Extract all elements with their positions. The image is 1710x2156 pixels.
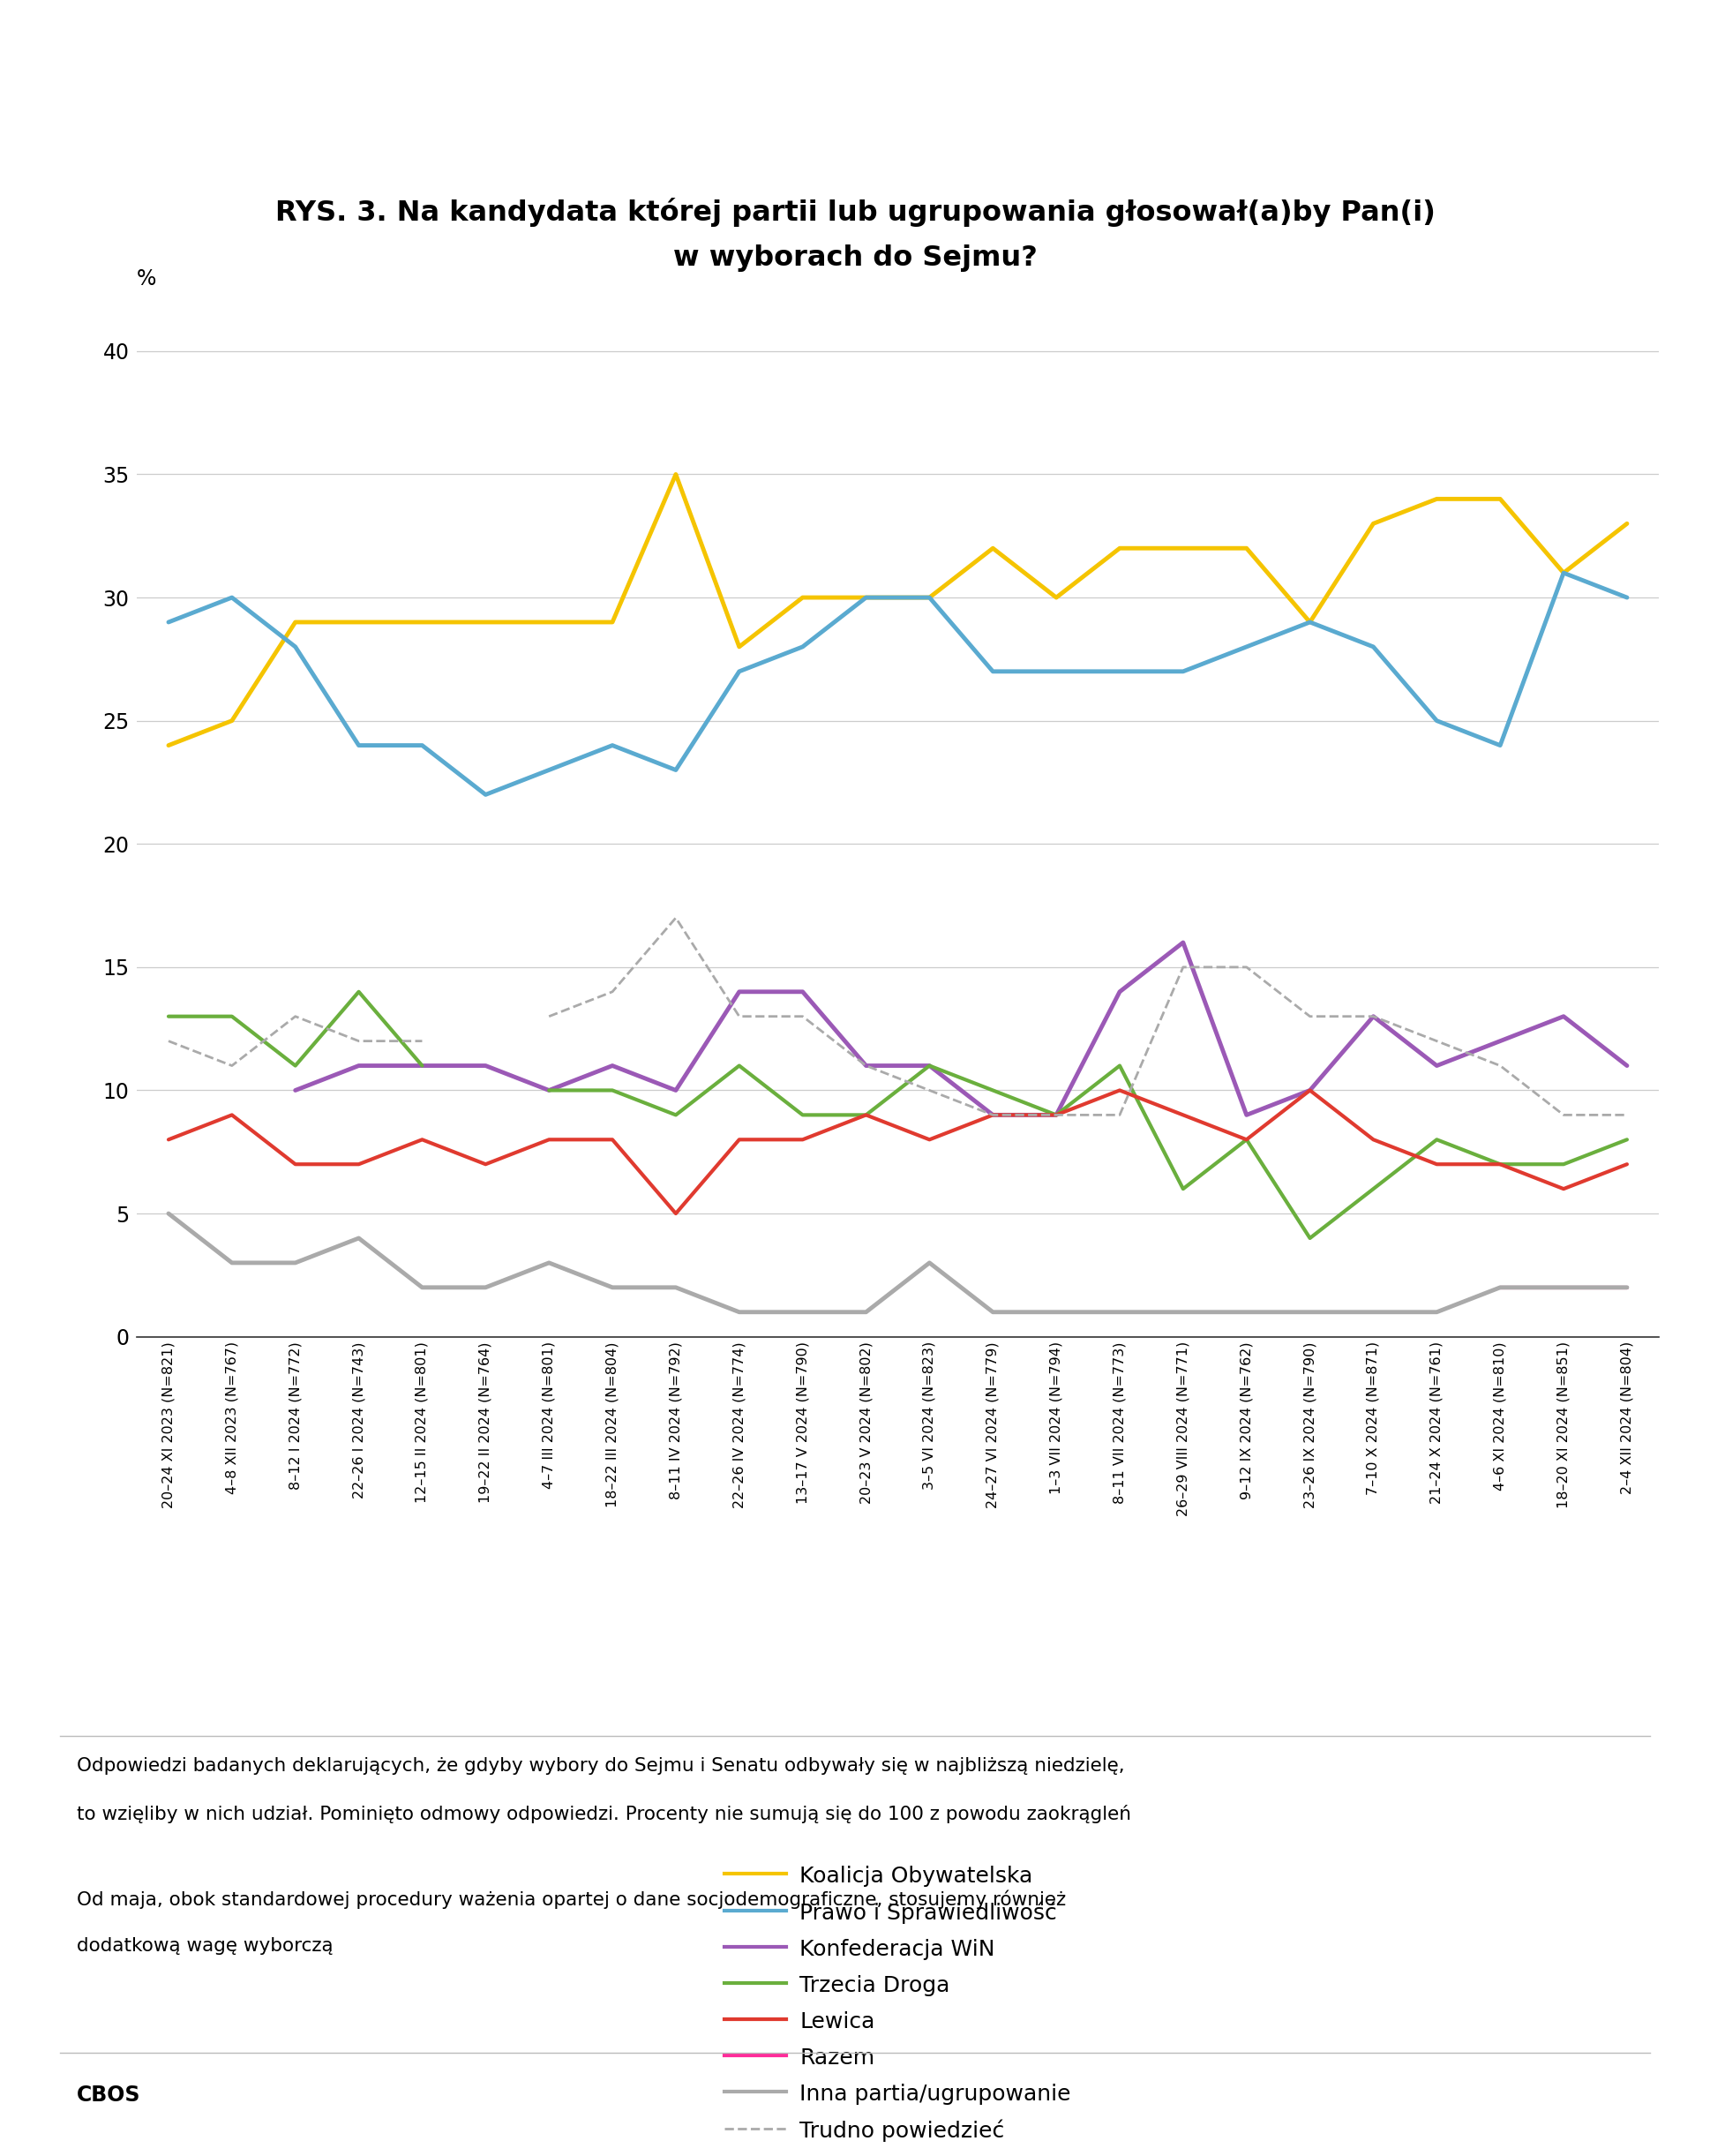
Text: CBOS: CBOS	[77, 2085, 140, 2106]
Text: %: %	[137, 267, 157, 289]
Text: w wyborach do Sejmu?: w wyborach do Sejmu?	[672, 244, 1038, 272]
Text: RYS. 3. Na kandydata której partii lub ugrupowania głosował(a)by Pan(i): RYS. 3. Na kandydata której partii lub u…	[275, 196, 1435, 226]
Legend: Koalicja Obywatelska, Prawo i Sprawiedliwość, Konfederacja WiN, Trzecia Droga, L: Koalicja Obywatelska, Prawo i Sprawiedli…	[725, 1865, 1070, 2141]
Text: Odpowiedzi badanych deklarujących, że gdyby wybory do Sejmu i Senatu odbywały si: Odpowiedzi badanych deklarujących, że gd…	[77, 1757, 1125, 1774]
Text: dodatkową wagę wyborczą: dodatkową wagę wyborczą	[77, 1938, 333, 1955]
Text: to wzięliby w nich udział. Pominięto odmowy odpowiedzi. Procenty nie sumują się : to wzięliby w nich udział. Pominięto odm…	[77, 1805, 1132, 1824]
Text: Od maja, obok standardowej procedury ważenia opartej o dane socjodemograficzne, : Od maja, obok standardowej procedury waż…	[77, 1891, 1065, 1908]
